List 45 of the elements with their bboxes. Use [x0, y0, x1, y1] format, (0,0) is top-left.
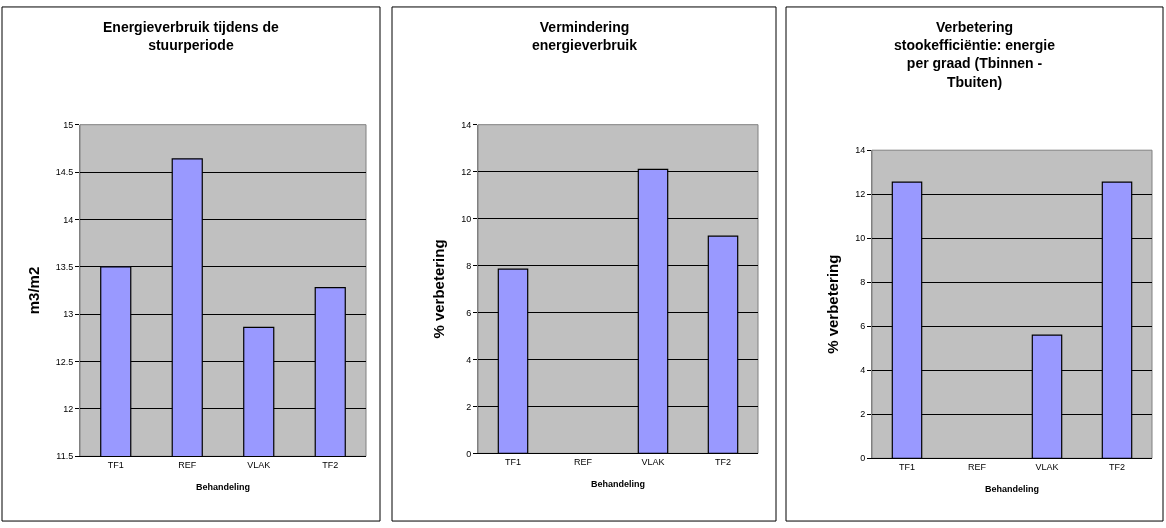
y-tick-label: 6	[466, 307, 472, 318]
y-tick-label: 8	[860, 277, 866, 288]
y-tick-label: 13	[63, 309, 74, 320]
y-tick-label: 12.5	[55, 356, 74, 367]
chart-title: Energieverbruik tijdens de stuurperiode	[103, 19, 280, 54]
y-tick-label: 14	[461, 119, 472, 130]
x-tick-label: TF2	[1108, 462, 1126, 473]
x-tick-label: VLAK	[1035, 462, 1059, 473]
y-tick-label: 12	[461, 166, 472, 177]
y-tick-label: 0	[860, 453, 866, 464]
x-tick-label: REF	[574, 457, 593, 468]
y-tick-label: 6	[860, 321, 866, 332]
x-axis-title: Behandeling	[590, 478, 646, 489]
y-axis-title: m3/m2	[24, 266, 42, 315]
y-tick-label: 4	[860, 365, 866, 376]
x-tick-label: TF2	[322, 460, 339, 471]
chart-title: Verbetering stookefficiëntie: energie per graad (Tbinnen - Tbuiten)	[894, 19, 1056, 90]
x-tick-label: VLAK	[247, 460, 271, 471]
y-axis-title: % verbetering	[824, 254, 842, 354]
y-tick-label: 14	[63, 214, 74, 225]
x-axis-title: Behandeling	[984, 483, 1040, 494]
y-tick-label: 15	[63, 119, 74, 130]
x-tick-label: TF1	[107, 460, 124, 471]
x-tick-label: TF2	[714, 457, 732, 468]
y-tick-label: 11.5	[56, 451, 74, 462]
y-tick-label: 13.5	[55, 261, 74, 272]
x-tick-label: TF1	[504, 457, 522, 468]
x-axis-title: Behandeling	[195, 481, 251, 492]
y-tick-label: 2	[466, 401, 472, 412]
y-tick-label: 4	[466, 354, 472, 365]
x-tick-label: VLAK	[641, 457, 665, 468]
x-tick-label: REF	[968, 462, 987, 473]
y-axis-title: % verbetering	[430, 239, 448, 339]
y-tick-label: 2	[860, 409, 866, 420]
x-tick-label: TF1	[898, 462, 916, 473]
y-tick-label: 8	[466, 260, 472, 271]
y-tick-label: 0	[466, 448, 472, 459]
y-tick-label: 12	[63, 404, 74, 415]
y-tick-label: 14.5	[55, 167, 74, 178]
chart-title: Vermindering energieverbruik	[532, 19, 638, 54]
x-tick-label: REF	[178, 460, 197, 471]
y-tick-label: 10	[855, 233, 866, 244]
y-tick-label: 10	[461, 213, 472, 224]
y-tick-label: 12	[855, 189, 866, 200]
y-tick-label: 14	[855, 145, 866, 156]
